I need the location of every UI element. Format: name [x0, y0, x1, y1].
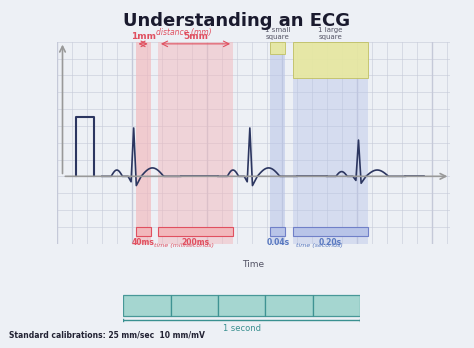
Bar — [136, 42, 151, 244]
Text: 1 second: 1 second — [223, 324, 261, 333]
Text: Time: Time — [243, 260, 264, 269]
Bar — [265, 295, 313, 316]
Bar — [293, 227, 368, 236]
Text: 5mm: 5mm — [183, 32, 208, 41]
Text: time (seconds): time (seconds) — [296, 243, 343, 248]
Text: distance (mm): distance (mm) — [156, 28, 212, 37]
Text: 0.20s: 0.20s — [319, 238, 342, 247]
Text: Understanding an ECG: Understanding an ECG — [123, 12, 351, 30]
Bar — [271, 227, 285, 236]
Text: 1 small
square: 1 small square — [265, 27, 291, 40]
Bar — [158, 227, 233, 236]
Text: 1mm: 1mm — [130, 32, 155, 41]
Text: Standard calibrations: 25 mm/sec  10 mm/mV: Standard calibrations: 25 mm/sec 10 mm/m… — [9, 330, 205, 339]
Text: 1 large
square: 1 large square — [318, 27, 343, 40]
Bar — [158, 42, 233, 244]
Text: 200ms: 200ms — [182, 238, 210, 247]
Bar — [171, 295, 218, 316]
Bar — [218, 295, 265, 316]
Text: 40ms: 40ms — [132, 238, 155, 247]
Text: time (milliseconds): time (milliseconds) — [154, 243, 214, 248]
Bar — [293, 42, 368, 244]
Text: 0.04s: 0.04s — [266, 238, 290, 247]
Bar — [136, 227, 151, 236]
Bar — [313, 295, 360, 316]
Bar — [271, 42, 285, 54]
Bar — [293, 42, 368, 78]
Bar — [271, 42, 285, 244]
Bar — [123, 295, 171, 316]
